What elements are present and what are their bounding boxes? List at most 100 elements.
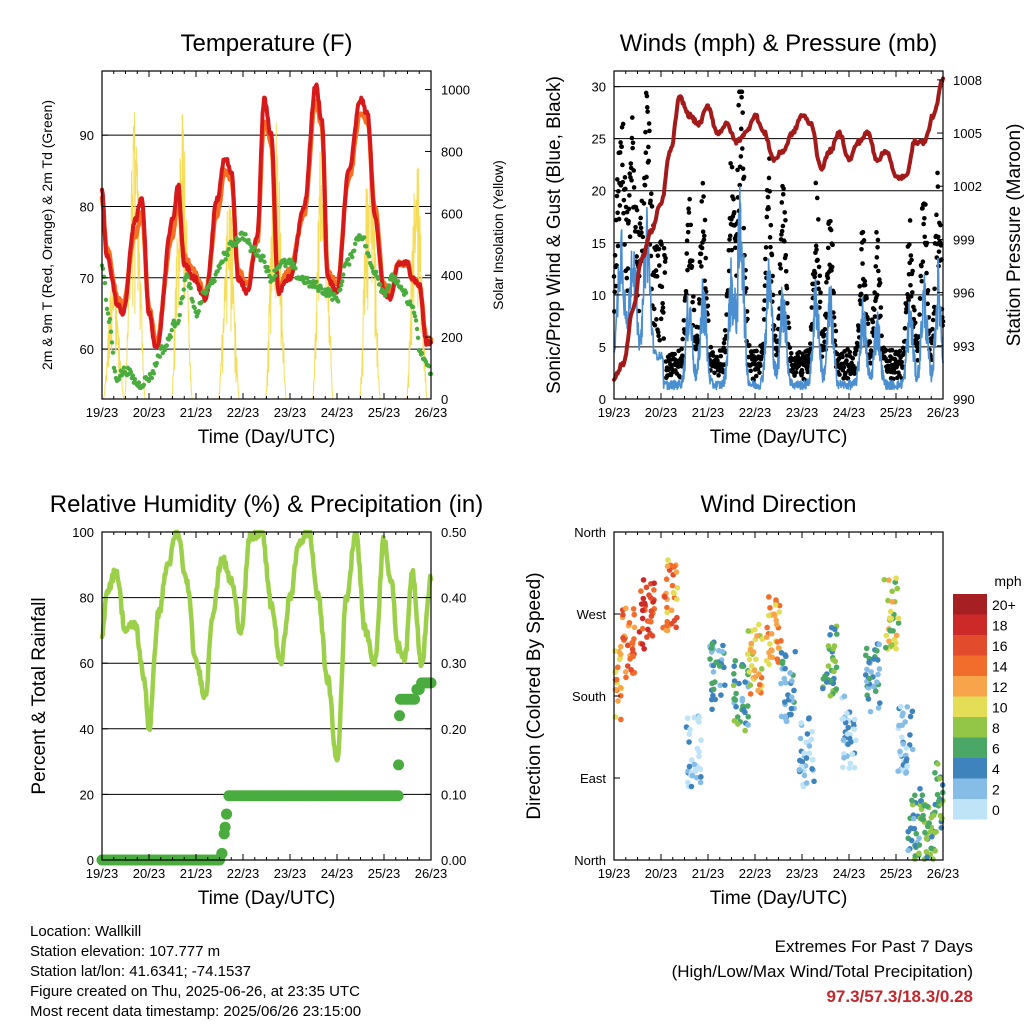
gust-point: [782, 239, 787, 244]
gust-point: [818, 290, 823, 295]
gust-point: [689, 264, 695, 269]
direction-point: [894, 585, 901, 592]
temp-ylabel: 2m & 9m T (Red, Orange) & 2m Td (Green): [39, 100, 55, 370]
gust-point: [760, 345, 765, 351]
direction-point: [767, 604, 773, 611]
gust-point: [641, 201, 647, 206]
direction-point: [696, 714, 703, 720]
legend-swatch: [953, 655, 987, 676]
gust-point: [875, 237, 881, 243]
dewpoint-point: [395, 278, 401, 284]
gust-point: [703, 255, 709, 261]
direction-point: [809, 728, 815, 735]
gust-point: [729, 247, 735, 253]
gust-point: [823, 311, 829, 317]
direction-point: [772, 602, 779, 608]
dewpoint-point: [111, 365, 117, 371]
gust-point: [784, 301, 790, 306]
direction-point: [899, 734, 905, 741]
dir-xtick-label: 24/23: [833, 866, 866, 881]
gust-point: [627, 171, 633, 176]
direction-point: [866, 659, 872, 666]
gust-point: [883, 347, 889, 353]
gust-point: [816, 286, 822, 292]
gust-point: [859, 246, 864, 252]
gust-point: [809, 327, 814, 332]
direction-point: [731, 671, 737, 677]
gust-point: [837, 372, 842, 377]
gust-point: [909, 290, 915, 295]
direction-point: [765, 612, 772, 619]
gust-point: [646, 158, 652, 164]
gust-point: [856, 325, 862, 330]
direction-point: [797, 735, 804, 742]
direction-point: [668, 607, 675, 614]
direction-point: [840, 764, 846, 771]
dewpoint-point: [407, 299, 413, 304]
rh-y2tick-label: 0.50: [441, 525, 466, 540]
gust-point: [774, 352, 779, 358]
gust-point: [817, 299, 823, 305]
dewpoint-point: [108, 329, 114, 334]
gust-point: [644, 105, 650, 110]
humidity-chart: 19/23 20/23 21/23 22/23 23/23 24/23 25/23 26/23…: [29, 491, 483, 909]
direction-point: [662, 594, 668, 600]
gust-point: [696, 297, 702, 302]
direction-point: [868, 669, 874, 675]
legend-swatch: [953, 635, 987, 656]
direction-point: [717, 682, 723, 689]
dewpoint-point: [199, 299, 204, 305]
pressure-line: [612, 76, 945, 382]
wind-xtick-label: 23/23: [786, 405, 819, 420]
direction-point: [766, 649, 772, 656]
gust-point: [797, 360, 803, 365]
gust-point: [724, 312, 729, 317]
direction-point: [808, 736, 815, 743]
direction-point: [642, 600, 648, 607]
direction-point: [640, 595, 647, 602]
gust-point: [662, 259, 668, 264]
direction-point: [798, 720, 804, 726]
gust-point: [870, 319, 876, 325]
direction-point: [688, 783, 695, 790]
dewpoint-point: [266, 268, 271, 273]
wind-ytick-label: 20: [592, 184, 606, 199]
gust-point: [620, 162, 625, 168]
gust-point: [616, 189, 621, 194]
gust-point: [642, 182, 648, 188]
gust-point: [688, 222, 694, 228]
direction-point: [774, 656, 781, 662]
dewpoint-point: [261, 253, 266, 259]
station-location: Location: Wallkill: [30, 923, 142, 940]
gust-point: [764, 214, 770, 220]
direction-point: [903, 745, 910, 751]
gust-point: [684, 238, 690, 244]
gust-point: [930, 317, 936, 323]
gust-point: [740, 110, 745, 115]
gust-point: [627, 234, 633, 240]
gust-point: [705, 303, 711, 309]
gust-point: [815, 280, 821, 286]
direction-point: [630, 606, 637, 612]
gust-point: [831, 290, 836, 296]
dewpoint-point: [410, 304, 416, 310]
gust-point: [892, 370, 898, 375]
rh-ytick-label: 100: [72, 525, 94, 540]
gust-point: [624, 275, 630, 281]
dewpoint-point: [252, 245, 257, 250]
gust-point: [938, 243, 944, 248]
direction-point: [756, 671, 762, 677]
direction-point: [887, 615, 893, 621]
dir-ylabel: Direction (Colored By Speed): [524, 572, 545, 819]
dewpoint-point: [243, 232, 248, 237]
wind-xtick-label: 24/23: [833, 405, 866, 420]
wind-line: [613, 185, 944, 391]
gust-point: [825, 245, 831, 251]
direction-point: [863, 645, 870, 652]
direction-point: [628, 666, 634, 673]
gust-point: [658, 316, 664, 322]
direction-point: [919, 792, 926, 799]
direction-point: [673, 569, 680, 575]
direction-point: [645, 626, 651, 633]
gust-point: [736, 102, 741, 108]
